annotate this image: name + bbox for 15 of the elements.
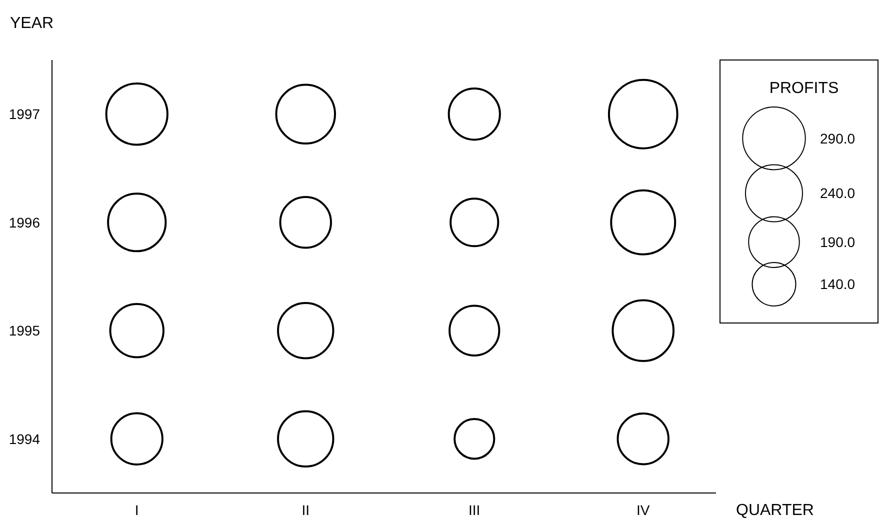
y-tick-label: 1997 [8, 106, 40, 122]
legend-title: PROFITS [769, 80, 839, 97]
y-tick-label: 1995 [8, 322, 40, 339]
legend-label: 190.0 [820, 234, 856, 250]
y-axis-title: YEAR [10, 15, 54, 32]
legend-label: 240.0 [820, 185, 856, 202]
y-tick-label: 1996 [8, 214, 40, 230]
y-tick-label: 1994 [8, 430, 40, 447]
legend-label: 290.0 [820, 130, 856, 146]
x-tick-label: I [134, 502, 139, 518]
x-tick-label: II [302, 502, 310, 518]
x-tick-label: IV [636, 502, 650, 518]
legend-label: 140.0 [820, 276, 856, 292]
x-axis-title: QUARTER [736, 502, 814, 519]
x-tick-label: III [468, 502, 480, 518]
